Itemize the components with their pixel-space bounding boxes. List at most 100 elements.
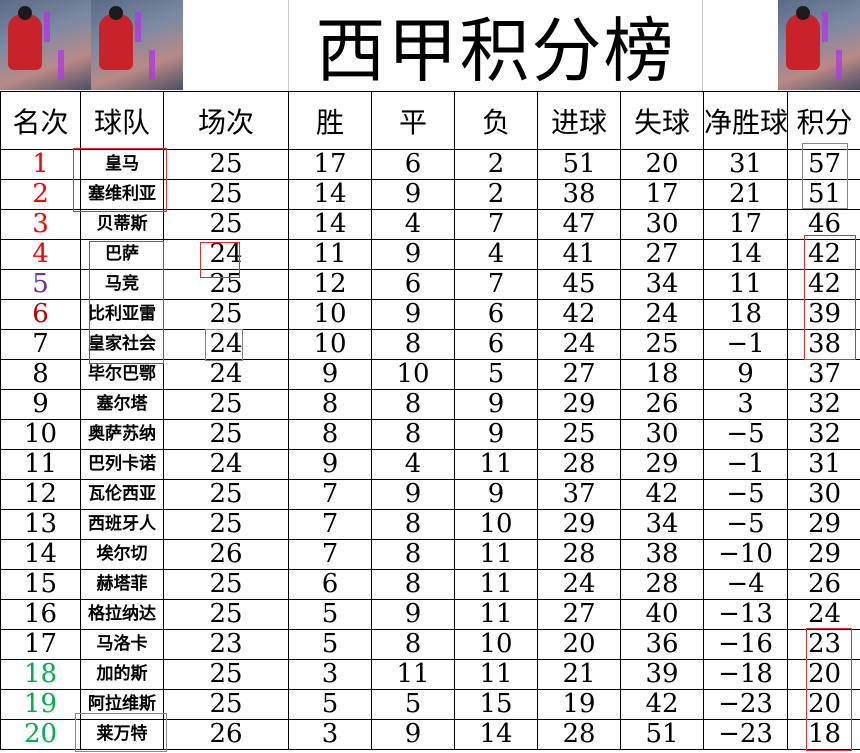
table-row: 8 毕尔巴鄂 24 9 10 5 27 18 9 37 [0,359,860,390]
cell-played: 25 [163,599,289,630]
cell-won: 7 [288,479,372,510]
cell-won: 7 [288,539,372,570]
cell-lost: 6 [454,299,538,330]
table-row: 1 皇马 25 17 6 2 51 20 31 57 [0,149,860,180]
cell-rank: 11 [0,449,81,480]
cell-won: 10 [288,329,372,360]
cell-lost: 10 [454,629,538,660]
cell-goal-difference: 21 [703,179,788,210]
cell-played: 25 [163,569,289,600]
cell-team: 埃尔切 [80,539,164,570]
cell-team: 阿拉维斯 [80,689,164,720]
cell-team: 塞维利亚 [80,179,164,210]
cell-lost: 15 [454,689,538,720]
cell-played: 24 [163,329,289,360]
cell-team: 格拉纳达 [80,599,164,630]
cell-rank: 8 [0,359,81,390]
cell-goals-for: 37 [537,479,621,510]
table-row: 11 巴列卡诺 24 9 4 11 28 29 −1 31 [0,449,860,480]
cell-team: 巴萨 [80,239,164,270]
cell-goals-against: 39 [620,659,704,690]
cell-drawn: 10 [371,359,455,390]
cell-points: 39 [787,299,860,330]
cell-won: 12 [288,269,372,300]
cell-drawn: 9 [371,299,455,330]
cell-played: 25 [163,419,289,450]
cell-played: 25 [163,659,289,690]
cell-points: 30 [787,479,860,510]
cell-goals-for: 29 [537,509,621,540]
cell-points: 20 [787,689,860,720]
column-header-lost: 负 [454,91,538,150]
cell-drawn: 8 [371,419,455,450]
cell-goal-difference: −18 [703,659,788,690]
cell-goals-against: 38 [620,539,704,570]
cell-goals-for: 28 [537,539,621,570]
cell-won: 10 [288,299,372,330]
cell-drawn: 4 [371,209,455,240]
cell-rank: 12 [0,479,81,510]
cell-drawn: 8 [371,569,455,600]
cell-points: 29 [787,539,860,570]
cell-goal-difference: −23 [703,689,788,720]
cell-goals-against: 28 [620,569,704,600]
column-header-goal-difference: 净胜球 [703,91,788,150]
column-header-team: 球队 [80,91,164,150]
cell-goals-against: 27 [620,239,704,270]
cell-goals-against: 25 [620,329,704,360]
table-row: 5 马竞 25 12 6 7 45 34 11 42 [0,269,860,300]
cell-points: 38 [787,329,860,360]
cell-goals-against: 34 [620,269,704,300]
avatar-image-right [778,0,860,90]
cell-points: 26 [787,569,860,600]
cell-goal-difference: −1 [703,329,788,360]
cell-rank: 20 [0,719,81,750]
table-row: 19 阿拉维斯 25 5 5 15 19 42 −23 20 [0,689,860,720]
cell-goals-for: 27 [537,599,621,630]
cell-lost: 7 [454,209,538,240]
avatar-image-left-2 [91,0,183,90]
cell-drawn: 9 [371,599,455,630]
cell-drawn: 6 [371,269,455,300]
cell-played: 25 [163,209,289,240]
table-row: 10 奥萨苏纳 25 8 8 9 25 30 −5 32 [0,419,860,450]
cell-goals-against: 30 [620,209,704,240]
cell-goals-for: 19 [537,689,621,720]
cell-rank: 16 [0,599,81,630]
cell-goals-for: 41 [537,239,621,270]
cell-won: 11 [288,239,372,270]
cell-points: 20 [787,659,860,690]
cell-goals-against: 42 [620,479,704,510]
cell-played: 26 [163,719,289,750]
cell-goals-for: 20 [537,629,621,660]
cell-drawn: 8 [371,329,455,360]
cell-points: 51 [787,179,860,210]
cell-won: 3 [288,659,372,690]
cell-goal-difference: 18 [703,299,788,330]
table-row: 2 塞维利亚 25 14 9 2 38 17 21 51 [0,179,860,210]
column-header-won: 胜 [288,91,372,150]
page-title: 西甲积分榜 [288,0,703,92]
cell-won: 14 [288,209,372,240]
cell-lost: 14 [454,719,538,750]
cell-team: 巴列卡诺 [80,449,164,480]
cell-drawn: 9 [371,719,455,750]
cell-team: 西班牙人 [80,509,164,540]
cell-lost: 11 [454,569,538,600]
table-row: 15 赫塔菲 25 6 8 11 24 28 −4 26 [0,569,860,600]
cell-played: 25 [163,389,289,420]
cell-lost: 9 [454,419,538,450]
cell-team: 马洛卡 [80,629,164,660]
cell-lost: 11 [454,599,538,630]
cell-rank: 7 [0,329,81,360]
cell-team: 塞尔塔 [80,389,164,420]
cell-rank: 5 [0,269,81,300]
cell-team: 贝蒂斯 [80,209,164,240]
table-row: 4 巴萨 24 11 9 4 41 27 14 42 [0,239,860,270]
cell-lost: 11 [454,449,538,480]
column-header-points: 积分 [787,91,860,150]
cell-team: 莱万特 [80,719,164,750]
cell-played: 25 [163,299,289,330]
cell-played: 25 [163,269,289,300]
cell-points: 32 [787,389,860,420]
